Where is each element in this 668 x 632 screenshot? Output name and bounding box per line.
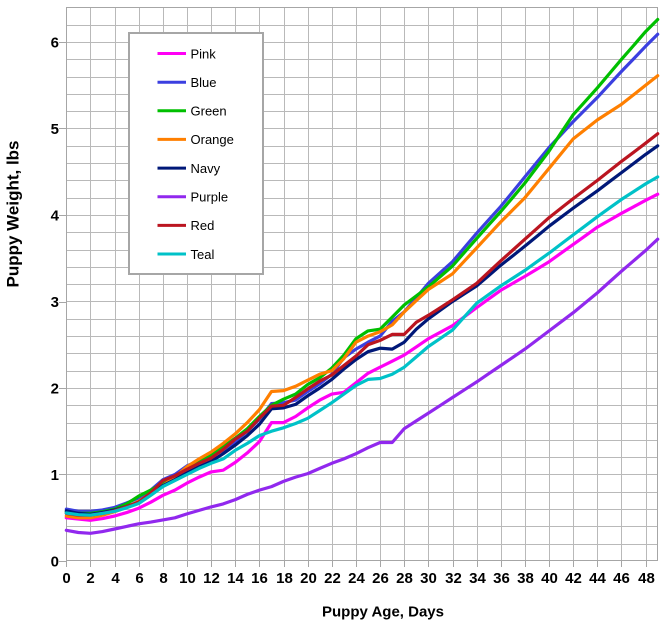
svg-text:6: 6 xyxy=(135,570,143,587)
svg-text:Purple: Purple xyxy=(191,190,229,205)
svg-text:Orange: Orange xyxy=(191,132,234,147)
svg-text:20: 20 xyxy=(300,570,317,587)
svg-text:12: 12 xyxy=(203,570,220,587)
svg-text:46: 46 xyxy=(613,570,630,587)
svg-text:Teal: Teal xyxy=(191,247,215,262)
svg-text:1: 1 xyxy=(51,467,59,484)
svg-text:3: 3 xyxy=(51,294,59,311)
svg-text:6: 6 xyxy=(51,35,59,52)
svg-text:34: 34 xyxy=(469,570,486,587)
svg-text:4: 4 xyxy=(111,570,120,587)
svg-text:36: 36 xyxy=(493,570,510,587)
svg-text:28: 28 xyxy=(396,570,413,587)
svg-text:Blue: Blue xyxy=(191,75,217,90)
svg-text:0: 0 xyxy=(51,554,59,571)
svg-text:14: 14 xyxy=(227,570,244,587)
svg-text:40: 40 xyxy=(541,570,558,587)
svg-text:48: 48 xyxy=(638,570,655,587)
svg-text:Puppy Age, Days: Puppy Age, Days xyxy=(322,604,444,621)
svg-text:8: 8 xyxy=(159,570,167,587)
svg-text:0: 0 xyxy=(62,570,70,587)
svg-text:Puppy Weight, lbs: Puppy Weight, lbs xyxy=(4,140,23,287)
svg-text:2: 2 xyxy=(86,570,94,587)
svg-text:16: 16 xyxy=(251,570,268,587)
svg-text:2: 2 xyxy=(51,381,59,398)
svg-text:4: 4 xyxy=(51,208,60,225)
svg-text:24: 24 xyxy=(348,570,365,587)
svg-text:32: 32 xyxy=(445,570,462,587)
svg-text:Red: Red xyxy=(191,218,215,233)
svg-text:5: 5 xyxy=(51,121,59,138)
svg-text:Navy: Navy xyxy=(191,161,221,176)
svg-text:Green: Green xyxy=(191,104,227,119)
svg-text:38: 38 xyxy=(517,570,534,587)
svg-text:44: 44 xyxy=(589,570,606,587)
svg-text:42: 42 xyxy=(565,570,582,587)
svg-text:18: 18 xyxy=(276,570,293,587)
svg-text:10: 10 xyxy=(179,570,196,587)
svg-text:22: 22 xyxy=(324,570,341,587)
svg-text:30: 30 xyxy=(420,570,437,587)
svg-text:26: 26 xyxy=(372,570,389,587)
svg-text:Pink: Pink xyxy=(191,46,217,61)
